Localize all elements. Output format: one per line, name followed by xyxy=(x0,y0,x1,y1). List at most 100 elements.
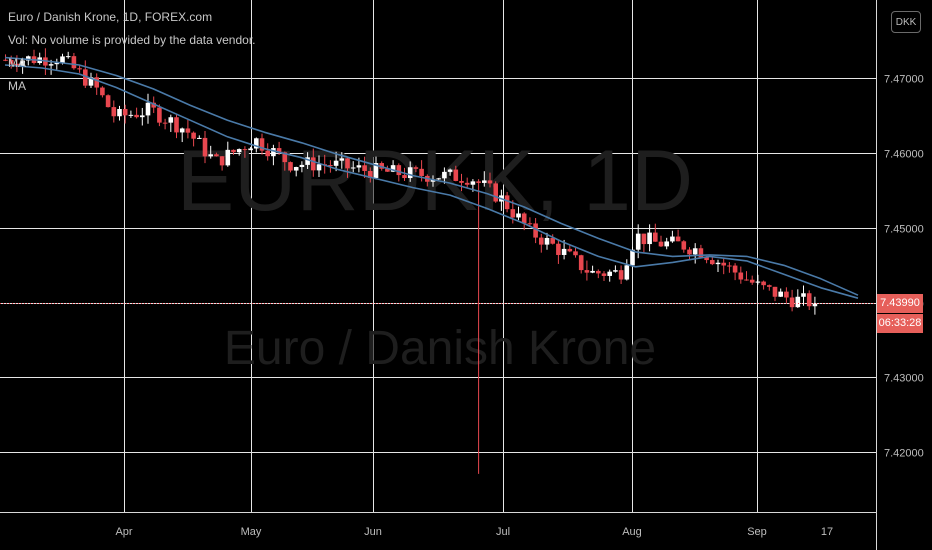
legend-volume[interactable]: Vol: No volume is provided by the data v… xyxy=(8,33,256,47)
candle-body xyxy=(157,107,162,123)
candle-body xyxy=(390,165,396,172)
candle-body xyxy=(219,156,225,166)
candle-body xyxy=(487,180,493,184)
candle-body xyxy=(14,63,20,67)
candle-body xyxy=(3,59,8,61)
candle-body xyxy=(704,257,709,261)
candle-body xyxy=(556,243,561,255)
candle-body xyxy=(442,171,447,179)
candle-body xyxy=(299,164,305,168)
candle-body xyxy=(510,209,516,218)
watermark-name: Euro / Danish Krone xyxy=(224,322,656,375)
candle-body xyxy=(664,241,669,247)
candle-body xyxy=(470,181,476,185)
candle-body xyxy=(738,272,744,280)
candle-body xyxy=(767,285,772,287)
candle-body xyxy=(698,248,704,258)
candle-body xyxy=(214,154,219,157)
candle-body xyxy=(88,77,94,86)
candle-body xyxy=(197,137,202,139)
candle-body xyxy=(83,69,88,86)
candle-body xyxy=(521,213,527,224)
ma-line-1 xyxy=(4,64,859,299)
candle-body xyxy=(328,165,333,167)
candle-body xyxy=(658,241,664,247)
legend: Euro / Danish Krone, 1D, FOREX.com Vol: … xyxy=(8,6,255,98)
candle-body xyxy=(784,291,789,298)
candle-body xyxy=(8,59,14,64)
candle-body xyxy=(527,223,533,225)
y-tick-label: 7.43000 xyxy=(884,373,924,385)
moving-averages xyxy=(4,56,859,299)
y-tick-label: 7.42000 xyxy=(884,448,924,460)
candle-body xyxy=(539,237,544,245)
candle-body xyxy=(681,241,687,250)
x-tick-label: 17 xyxy=(821,526,833,538)
candle-body xyxy=(117,109,122,117)
candle-body xyxy=(77,68,82,70)
candle-body xyxy=(630,249,635,266)
candle-body xyxy=(476,181,481,183)
legend-ma-2[interactable]: MA xyxy=(8,79,26,93)
candle-body xyxy=(692,248,698,255)
currency-badge[interactable]: DKK xyxy=(891,11,921,33)
candle-body xyxy=(134,114,139,118)
candle-body xyxy=(516,213,521,218)
candle-body xyxy=(732,265,738,273)
y-tick-label: 7.46000 xyxy=(884,149,924,161)
candle-body xyxy=(105,95,111,108)
candle-body xyxy=(385,168,390,172)
candle-body xyxy=(305,157,310,165)
y-tick-label: 7.47000 xyxy=(884,74,924,86)
candle-body xyxy=(276,148,282,153)
candle-body xyxy=(339,158,345,161)
candle-body xyxy=(100,87,105,96)
last-price-badge: 7.43990 xyxy=(877,293,923,313)
candle-body xyxy=(453,169,459,181)
candle-body xyxy=(288,162,293,171)
candle-body xyxy=(345,158,350,169)
candle-body xyxy=(48,64,54,66)
candle-body xyxy=(778,291,783,297)
candle-body xyxy=(128,114,134,116)
candle-body xyxy=(544,237,550,245)
x-tick-label: Jun xyxy=(364,526,382,538)
candle-body xyxy=(54,62,60,65)
x-tick-label: May xyxy=(241,526,262,538)
candle-body xyxy=(242,149,248,151)
candle-body xyxy=(744,279,749,281)
candle-body xyxy=(715,262,721,265)
legend-symbol[interactable]: Euro / Danish Krone, 1D, FOREX.com xyxy=(8,10,213,24)
candle-body xyxy=(635,233,641,250)
countdown-badge: 06:33:28 xyxy=(877,313,923,333)
candle-body xyxy=(26,56,31,61)
candle-body xyxy=(493,183,498,202)
x-tick-label: Sep xyxy=(747,526,767,538)
candle-body xyxy=(727,265,732,267)
x-tick-label: Jul xyxy=(496,526,510,538)
candle-body xyxy=(356,165,362,168)
candle-body xyxy=(191,132,196,139)
candle-body xyxy=(806,293,812,307)
candle-body xyxy=(584,270,590,273)
x-tick-label: Apr xyxy=(115,526,132,538)
candle-body xyxy=(447,169,453,172)
candle-body xyxy=(311,157,316,171)
candle-body xyxy=(413,167,419,169)
candle-body xyxy=(65,56,71,58)
candle-body xyxy=(647,232,652,245)
candle-body xyxy=(721,262,726,266)
candle-body xyxy=(168,117,174,123)
candle-body xyxy=(687,249,692,255)
watermark: EURDKK, 1D Euro / Danish Krone xyxy=(177,133,693,375)
candle-body xyxy=(231,149,236,153)
candle-body xyxy=(761,281,766,286)
candle-body xyxy=(71,56,77,69)
candle-body xyxy=(464,182,470,185)
legend-ma-1[interactable]: MA xyxy=(8,56,26,70)
candle-body xyxy=(573,251,578,256)
candle-body xyxy=(430,179,436,182)
candle-body xyxy=(60,56,65,63)
candle-body xyxy=(601,273,607,276)
